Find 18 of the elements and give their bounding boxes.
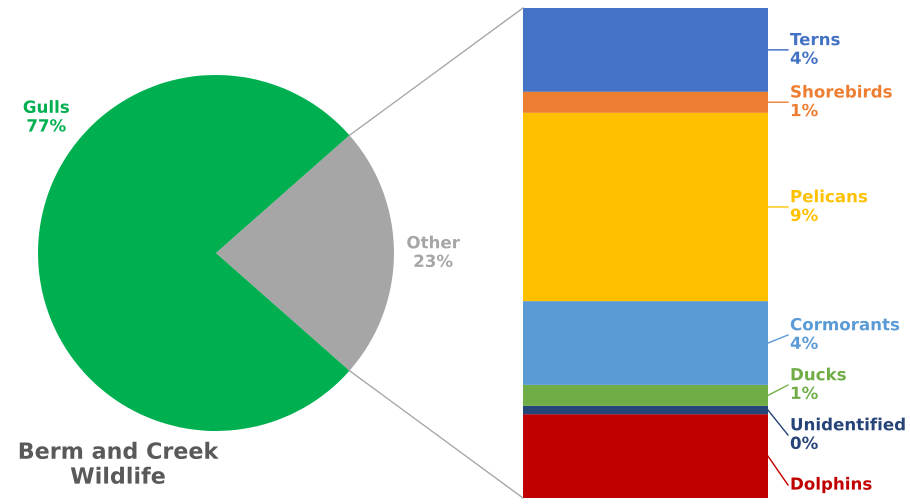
slice-label: Gulls (24, 100, 69, 114)
series-label: Cormorants (790, 318, 900, 331)
text: Berm and Creek Wildlife (20, 442, 219, 484)
series-label: Shorebirds (791, 84, 892, 98)
data-label: 0% (790, 436, 818, 450)
series-label: Dolphins (792, 476, 872, 494)
data-label: 77% (27, 119, 66, 132)
data-label: 4% (790, 336, 818, 350)
data-label: 1% (792, 386, 818, 400)
slice-label: Other (407, 236, 460, 249)
series-label: Unidentified (792, 418, 905, 431)
data-label: 9% (790, 208, 818, 222)
series-label: Ducks (792, 368, 846, 381)
data-label: 4% (790, 51, 818, 64)
series-label: Pelicans (792, 190, 868, 202)
data-label: 23% (414, 254, 453, 268)
series-label: Terns (790, 32, 840, 46)
data-label: 1% (792, 104, 818, 116)
